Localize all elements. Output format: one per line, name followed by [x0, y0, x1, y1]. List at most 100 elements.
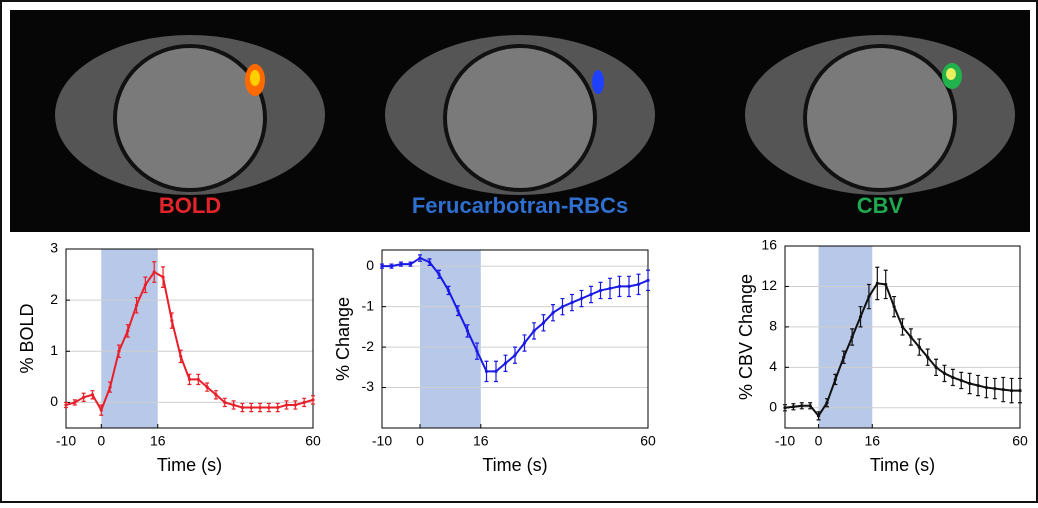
- data-point: [976, 383, 980, 388]
- data-point: [800, 404, 804, 408]
- x-tick-label: 16: [473, 433, 489, 449]
- data-point: [993, 386, 997, 391]
- y-tick-label: 1: [50, 342, 58, 358]
- brain-image: [385, 35, 655, 195]
- data-point: [783, 406, 787, 410]
- data-point: [532, 329, 536, 333]
- data-point: [934, 365, 938, 369]
- data-point: [223, 400, 227, 405]
- data-point: [608, 286, 612, 291]
- x-tick-label: 60: [1012, 433, 1028, 449]
- data-point: [187, 377, 192, 382]
- x-tick-label: -10: [56, 433, 76, 449]
- x-axis-label: Time (s): [482, 455, 547, 475]
- x-tick-label: 0: [97, 433, 105, 449]
- data-point: [833, 377, 837, 382]
- data-point: [791, 405, 795, 409]
- data-point: [579, 296, 584, 301]
- data-point: [249, 405, 253, 410]
- axes-box: [65, 248, 314, 429]
- y-tick-label: -2: [362, 338, 375, 354]
- data-point: [258, 405, 262, 410]
- panel-label: CBV: [857, 193, 904, 218]
- data-point: [143, 283, 147, 287]
- data-point: [240, 405, 245, 410]
- data-point: [475, 349, 479, 353]
- data-point: [73, 400, 77, 405]
- data-point: [541, 321, 546, 325]
- stimulus-shading: [101, 249, 158, 428]
- y-axis-label: % Change: [333, 297, 353, 381]
- y-tick-label: -1: [362, 297, 375, 313]
- data-point: [636, 282, 641, 286]
- y-tick-label: 0: [366, 257, 374, 273]
- data-point: [389, 264, 394, 268]
- x-tick-label: 16: [150, 433, 166, 449]
- x-axis-label: Time (s): [870, 455, 935, 475]
- data-point: [942, 371, 947, 375]
- data-point: [399, 262, 403, 266]
- data-point: [627, 284, 631, 289]
- data-point: [926, 355, 930, 359]
- data-point: [408, 262, 413, 266]
- data-point: [825, 401, 829, 405]
- y-tick-label: 0: [769, 398, 777, 414]
- data-point: [850, 335, 854, 339]
- y-axis-label: % BOLD: [17, 303, 37, 373]
- y-tick-label: 2: [50, 291, 58, 307]
- data-point: [598, 288, 603, 293]
- x-tick-label: 16: [864, 433, 880, 449]
- data-point: [311, 398, 315, 402]
- x-tick-label: -10: [372, 433, 392, 449]
- y-tick-label: 16: [761, 237, 777, 253]
- data-point: [427, 260, 432, 264]
- data-point: [884, 282, 888, 287]
- data-point: [418, 256, 422, 260]
- y-tick-label: 4: [769, 358, 777, 374]
- data-point: [951, 375, 955, 380]
- x-tick-label: 0: [815, 433, 823, 449]
- panel-label: Ferucarbotran-RBCs: [412, 193, 628, 218]
- brain-image: [745, 35, 1015, 195]
- data-point: [170, 319, 174, 323]
- data-point: [90, 393, 95, 397]
- axes-box: [381, 249, 649, 429]
- x-tick-label: 0: [416, 433, 424, 449]
- data-point: [589, 292, 593, 297]
- data-point: [380, 264, 384, 268]
- data-point: [205, 385, 209, 389]
- x-tick-label: -10: [775, 433, 795, 449]
- x-tick-label: 60: [640, 433, 656, 449]
- data-point: [284, 403, 289, 407]
- data-point: [99, 408, 103, 412]
- y-tick-label: 3: [50, 240, 58, 256]
- data-point: [892, 305, 896, 309]
- data-point: [152, 270, 156, 274]
- data-point: [465, 329, 470, 333]
- brain-image: [55, 35, 325, 195]
- data-point: [1010, 388, 1014, 393]
- data-point: [875, 281, 879, 286]
- data-point: [1001, 387, 1005, 392]
- stimulus-shading: [818, 246, 873, 428]
- data-point: [808, 404, 812, 408]
- data-point: [570, 300, 574, 305]
- panel-label: BOLD: [159, 193, 221, 218]
- data-point: [909, 335, 913, 339]
- data-point: [214, 393, 218, 397]
- y-tick-label: 12: [761, 277, 777, 293]
- data-point: [1018, 388, 1022, 393]
- data-point: [267, 405, 271, 410]
- data-point: [437, 272, 441, 276]
- data-point: [959, 378, 963, 383]
- data-point: [161, 275, 165, 279]
- data-point: [302, 400, 306, 405]
- data-point: [179, 354, 183, 358]
- data-point: [867, 294, 871, 299]
- data-point: [276, 405, 280, 410]
- y-tick-label: 0: [50, 393, 58, 409]
- data-point: [900, 325, 905, 329]
- x-axis-label: Time (s): [157, 455, 222, 475]
